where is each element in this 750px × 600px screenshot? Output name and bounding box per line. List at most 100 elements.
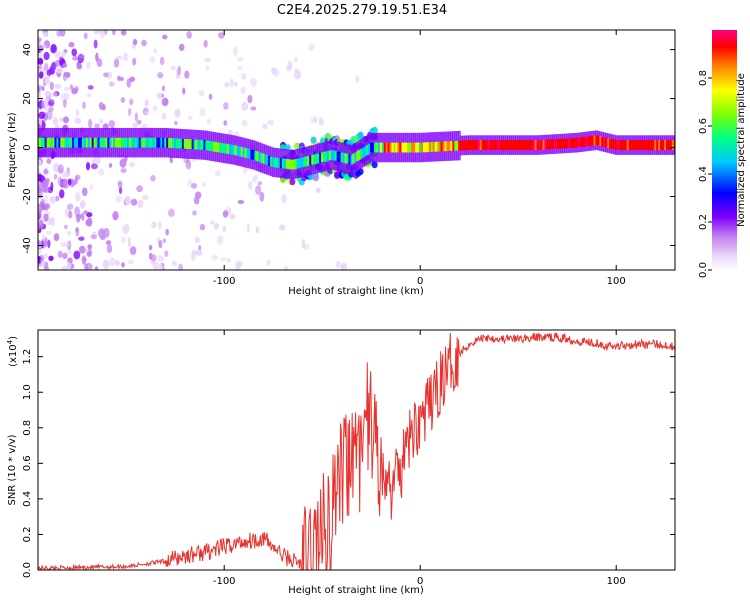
spectrogram-ridge-core xyxy=(395,142,399,153)
spectrogram-ridge-core xyxy=(77,137,81,148)
spectrogram-speckle xyxy=(152,105,158,112)
spectrogram-speckle xyxy=(229,78,235,88)
spectrogram-ridge-core xyxy=(432,141,436,152)
spectrogram-speckle xyxy=(217,32,225,39)
spectrogram-speckle xyxy=(78,245,86,254)
spectrogram-ridge-core xyxy=(346,153,350,164)
spectrogram-ridge-core xyxy=(577,137,581,148)
spectrogram-ridge-core xyxy=(558,138,561,149)
snr-y-tick-label: 1.2 xyxy=(22,349,33,365)
spectrogram-ridge-core xyxy=(203,140,206,150)
spectrogram-speckle xyxy=(38,57,44,65)
snr-y-tick-label: 0.2 xyxy=(22,526,33,542)
spectrogram-ridge-core xyxy=(52,137,56,148)
spectrogram-speckle xyxy=(208,93,213,100)
spectrogram-speckle xyxy=(47,219,51,226)
colorbar-tick-label: 0.8 xyxy=(698,70,709,86)
spectrogram-ridge-core xyxy=(258,152,261,162)
spectrogram-ridge-core xyxy=(469,140,473,150)
spectrogram-speckle xyxy=(38,87,41,94)
spectrogram-speckle xyxy=(170,65,176,71)
spectrogram-speckle xyxy=(187,179,193,187)
spectrogram-ridge-core xyxy=(368,143,371,154)
spectrogram-ridge-core xyxy=(550,139,553,150)
spectrogram-speckle xyxy=(44,78,50,85)
spectrogram-speckle xyxy=(158,240,163,249)
spectrogram-speckle xyxy=(66,262,72,269)
spectrogram-ridge-core xyxy=(303,156,306,167)
spectrogram-ridge-core xyxy=(38,137,42,148)
spectrogram-speckle xyxy=(63,86,70,91)
spectrogram-speckle xyxy=(220,256,227,262)
spectrogram-ridge-core xyxy=(138,137,142,148)
spectrogram-speckle xyxy=(105,240,112,246)
spectrogram-speckle xyxy=(241,72,247,80)
spectrogram-speckle xyxy=(301,238,306,249)
spectrogram-speckle xyxy=(250,106,257,111)
spectrogram-speckle xyxy=(63,242,70,248)
spectrogram-ridge-core xyxy=(518,140,522,150)
spectrogram-speckle xyxy=(217,235,224,245)
spectrogram-ridge-core xyxy=(393,142,397,153)
spectrogram-speckle xyxy=(71,48,78,57)
spectrogram-speckle xyxy=(130,198,138,206)
spectrogram-ridge-core xyxy=(54,137,58,148)
spectrogram-ridge-core xyxy=(264,154,267,165)
spectrogram-speckle xyxy=(119,158,127,168)
spectrogram-ridge-core xyxy=(105,137,108,148)
spectrogram-speckle xyxy=(38,173,43,182)
snr-y-tick-label: 0.0 xyxy=(22,562,33,578)
spectrogram-ridge-core xyxy=(221,143,224,153)
spectrogram-ridge-core xyxy=(522,140,526,150)
snr-x-label: Height of straight line (km) xyxy=(288,585,424,596)
spectrogram-frame xyxy=(37,29,676,271)
spectrogram-ridge-core xyxy=(532,140,536,150)
spectrogram-ridge-core xyxy=(626,140,630,150)
spectrogram-ridge-core xyxy=(285,159,289,169)
spectrogram-ridge-core xyxy=(244,148,248,158)
spectrogram-ridge-core xyxy=(119,137,122,148)
spectrogram-ridge-core xyxy=(646,140,649,150)
spectrogram-ridge-core xyxy=(454,140,457,151)
spectrogram-ridge-core xyxy=(638,140,642,150)
spectrogram-ridge-core xyxy=(219,142,222,153)
spectrogram-ridge-core xyxy=(305,156,308,167)
spectrogram-speckle xyxy=(114,260,120,267)
spectrogram-ridge-core xyxy=(142,137,146,148)
spectrogram-ridge-core xyxy=(60,137,63,148)
spectrogram-speckle xyxy=(75,174,81,181)
spectrogram-speckle xyxy=(151,254,157,262)
colorbar-gradient xyxy=(712,30,737,270)
spectrogram-ridge-core xyxy=(673,140,675,150)
spectrogram-ridge-core xyxy=(640,140,644,150)
spectrogram-speckle xyxy=(132,57,137,66)
spectrogram-ridge-core xyxy=(656,140,659,150)
spectrogram-ridge-core xyxy=(213,141,216,152)
spectrogram-speckle xyxy=(204,57,211,62)
spectrogram-speckle xyxy=(64,224,68,230)
spectrogram-ridge-core xyxy=(479,140,483,150)
spectrogram-ridge-core xyxy=(409,142,412,153)
spectrogram-ridge-core xyxy=(113,137,116,148)
spectrogram-ridge-core xyxy=(205,140,208,151)
spectrogram-ridge-core xyxy=(187,139,191,150)
spectrogram-ridge-core xyxy=(319,152,322,163)
spectrogram-speckle xyxy=(86,212,93,218)
spectrogram-ridge-core xyxy=(448,141,451,151)
spectrogram-speckle xyxy=(61,265,69,270)
spectrogram-y-ticks: -40 -20 0 20 40 xyxy=(22,43,675,254)
spectrogram-speckle xyxy=(71,87,78,95)
spectrogram-ridge-core xyxy=(477,140,481,150)
spectrogram-cluster xyxy=(312,174,319,182)
spectrogram-ridge-core xyxy=(464,140,467,151)
spectrogram-ridge-core xyxy=(603,137,606,148)
spectrogram-ridge-core xyxy=(38,137,40,148)
spectrogram-speckle xyxy=(120,236,126,243)
spectrogram-speckle xyxy=(214,170,221,176)
spectrogram-ridge-core xyxy=(66,137,69,148)
spectrogram-speckle xyxy=(153,48,157,54)
spectrogram-ridge-core xyxy=(385,142,389,153)
colorbar-ticks: 0.0 0.2 0.4 0.6 0.8 xyxy=(698,70,712,278)
spectrogram-speckle xyxy=(129,246,137,256)
spectrogram-ridge-core xyxy=(228,144,232,155)
